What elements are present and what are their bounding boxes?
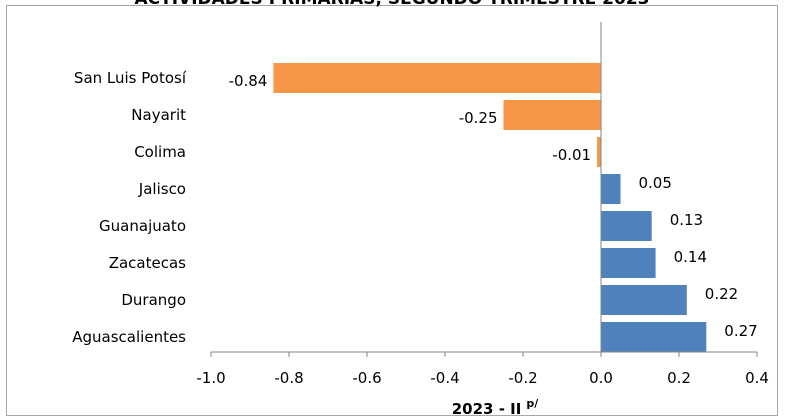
value-label-4: 0.13	[670, 211, 703, 229]
value-label-3: 0.05	[639, 174, 672, 192]
category-label-3: Jalisco	[138, 180, 186, 198]
bar-0	[273, 63, 601, 93]
category-label-1: Nayarit	[131, 106, 186, 124]
bars-layer	[273, 63, 707, 352]
value-label-5: 0.14	[674, 248, 707, 266]
value-label-0: -0.84	[229, 72, 268, 90]
value-label-7: 0.27	[724, 322, 757, 340]
bar-5	[601, 248, 656, 278]
value-label-6: 0.22	[705, 285, 738, 303]
category-label-5: Zacatecas	[109, 254, 186, 272]
x-tick-label-7: 0.4	[745, 369, 769, 387]
x-axis-title-main: 2023 - II	[452, 400, 522, 418]
bar-7	[601, 322, 707, 352]
axis-layer: San Luis Potosí -0.84 Nayarit -0.25 Colima -0…	[72, 22, 769, 387]
x-tick-label-3: -0.4	[430, 369, 459, 387]
x-tick-label-1: -0.8	[274, 369, 303, 387]
x-tick-label-2: -0.6	[352, 369, 381, 387]
x-axis-title-superscript: p/	[526, 397, 539, 410]
value-label-1: -0.25	[459, 109, 498, 127]
x-axis-title: 2023 - II p/	[452, 397, 539, 418]
category-label-0: San Luis Potosí	[74, 69, 187, 87]
category-label-4: Guanajuato	[99, 217, 186, 235]
x-tick-label-5: 0.0	[589, 369, 613, 387]
x-tick-label-0: -1.0	[196, 369, 225, 387]
bar-4	[601, 211, 652, 241]
x-tick-label-6: 0.2	[667, 369, 691, 387]
category-label-6: Durango	[121, 291, 186, 309]
x-tick-label-4: -0.2	[508, 369, 537, 387]
chart-title: ACTIVIDADES PRIMARIAS, SEGUNDO TRIMESTRE…	[135, 0, 650, 9]
bar-3	[601, 174, 621, 204]
category-label-2: Colima	[134, 143, 186, 161]
category-label-7: Aguascalientes	[72, 328, 186, 346]
bar-2	[597, 137, 601, 167]
bar-1	[503, 100, 601, 130]
value-label-2: -0.01	[552, 146, 591, 164]
bar-6	[601, 285, 687, 315]
